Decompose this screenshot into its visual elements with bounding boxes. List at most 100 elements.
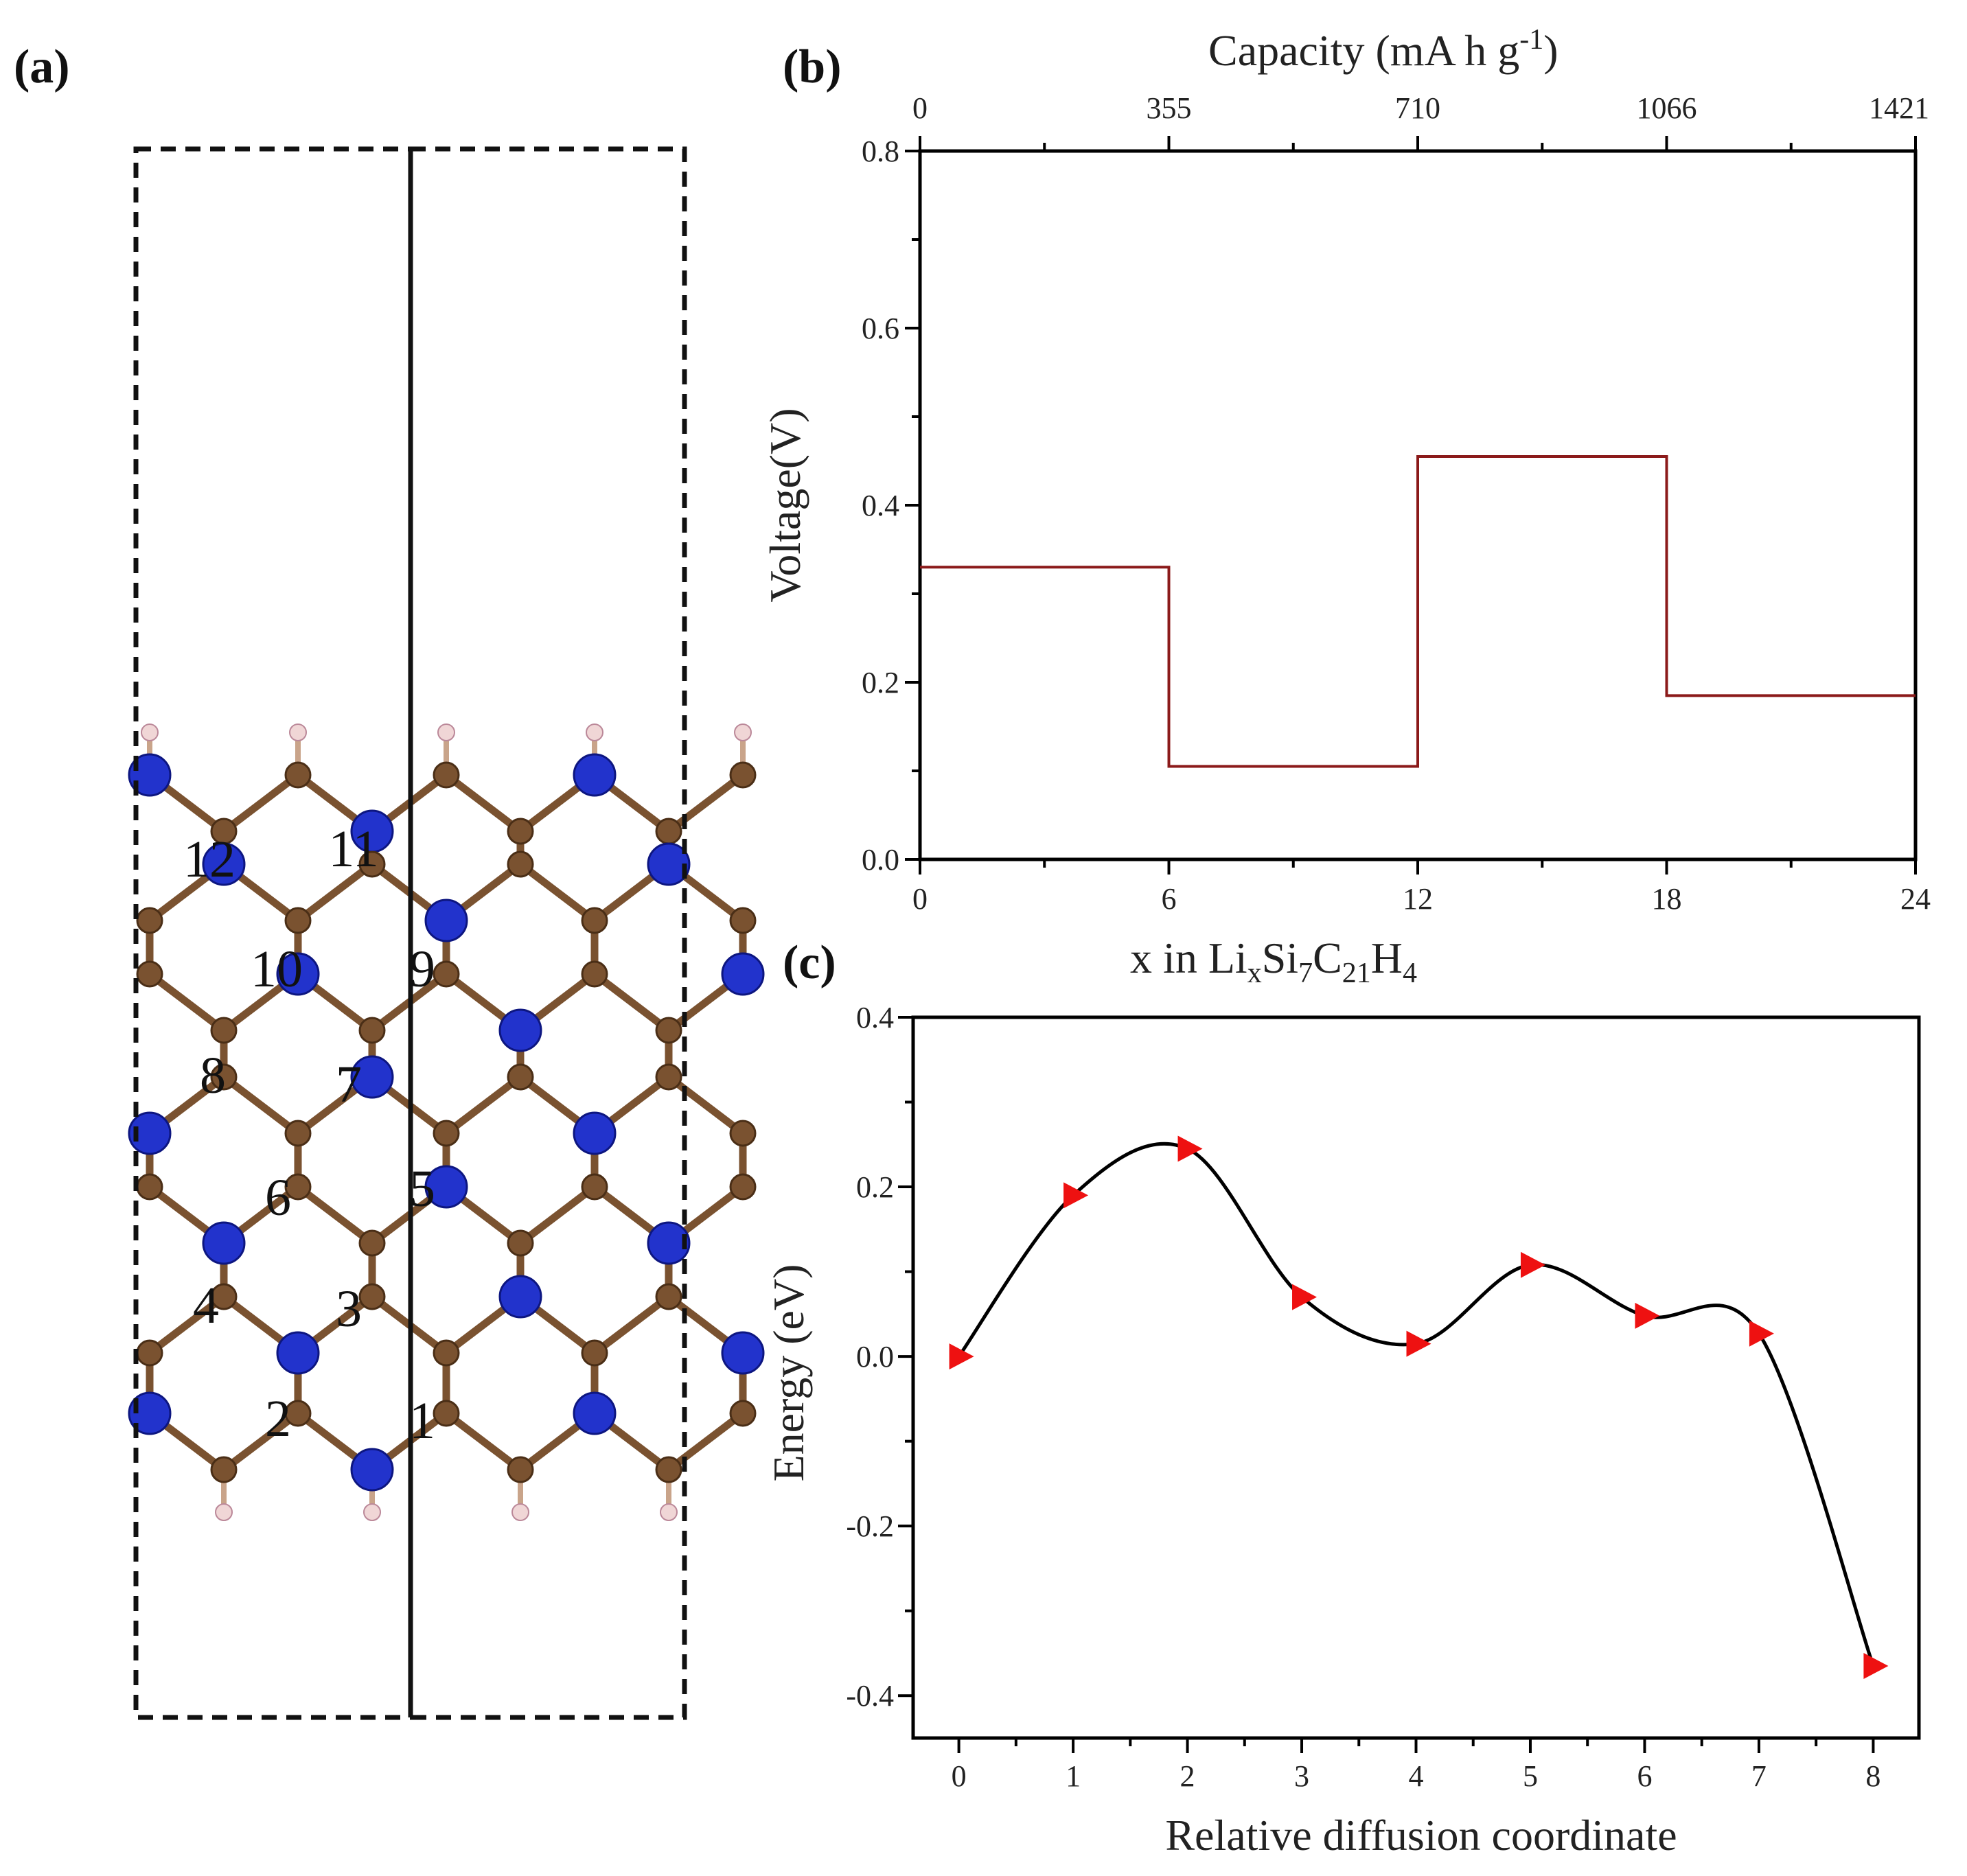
carbon-atom	[729, 1120, 757, 1147]
carbon-atom	[581, 1339, 608, 1367]
voltage-step-line	[920, 455, 1916, 768]
voltage-x-axis-title: x in LixSi7C21H4	[1130, 934, 1417, 989]
carbon-atom	[655, 1283, 682, 1310]
bond	[294, 860, 376, 925]
capacity-tick-label: 710	[1395, 91, 1440, 125]
silicon-atom	[128, 753, 172, 797]
energy-x-axis-title: Relative diffusion coordinate	[1165, 1811, 1677, 1860]
bond	[665, 771, 747, 835]
carbon-atom	[581, 1173, 608, 1201]
voltage-y-tick-label: 0.6	[862, 312, 899, 345]
ring-label-12: 12	[183, 831, 235, 888]
voltage-x-tick-label: 18	[1652, 882, 1682, 916]
silicon-atom	[721, 952, 765, 996]
capacity-tick-label: 0	[912, 91, 928, 125]
energy-y-tick-labels: -0.4 -0.2 0.0 0.2 0.4	[846, 1001, 894, 1713]
energy-marker	[1520, 1251, 1545, 1278]
silicon-atom	[573, 753, 617, 797]
bond	[665, 1409, 747, 1474]
carbon-atom	[284, 907, 312, 934]
bond	[665, 1073, 747, 1137]
energy-markers	[949, 1135, 1889, 1679]
carbon-atom	[284, 1173, 312, 1201]
bond	[442, 1409, 525, 1474]
molecular-structure	[128, 723, 765, 1521]
silicon-atom	[276, 1331, 320, 1375]
energy-marker	[1406, 1330, 1431, 1357]
carbon-atom	[136, 960, 163, 988]
voltage-y-tick-label: 0.4	[862, 489, 899, 522]
energy-y-tick-label: -0.2	[846, 1509, 894, 1543]
capacity-tick-labels: 0 355 710 1066 1421	[912, 91, 1929, 125]
carbon-atom	[358, 1017, 386, 1044]
carbon-atom	[358, 1229, 386, 1257]
hydrogen-atom	[289, 723, 307, 741]
panel-c-label: (c)	[783, 936, 836, 989]
carbon-atom	[284, 761, 312, 789]
carbon-atom	[136, 1339, 163, 1367]
silicon-atom	[128, 1111, 172, 1155]
hydrogen-atom	[215, 1503, 233, 1521]
voltage-y-axis-title: Voltage(V)	[761, 408, 809, 602]
ring-label-10: 10	[251, 940, 303, 998]
ring-label-2: 2	[265, 1390, 291, 1448]
carbon-atom	[210, 1456, 238, 1483]
silicon-atom	[498, 1008, 542, 1052]
ring-label-7: 7	[336, 1056, 362, 1113]
carbon-atom	[507, 1063, 534, 1091]
carbon-atom	[284, 1120, 312, 1147]
carbon-atom	[433, 1339, 460, 1367]
energy-marker	[1863, 1653, 1889, 1679]
carbon-atom	[507, 850, 534, 878]
ring-label-1: 1	[409, 1392, 435, 1450]
hydrogen-atom	[734, 723, 752, 741]
bond	[590, 1293, 673, 1357]
voltage-y-tick-labels: 0.0 0.2 0.4 0.6 0.8	[862, 135, 899, 877]
energy-x-tick-label: 5	[1523, 1759, 1538, 1793]
energy-y-tick-label: 0.2	[856, 1170, 894, 1204]
bond	[146, 1293, 228, 1357]
energy-x-tick-label: 4	[1409, 1759, 1424, 1793]
hydrogen-atom	[437, 723, 455, 741]
energy-marker	[1749, 1320, 1774, 1347]
carbon-atom	[507, 1456, 534, 1483]
carbon-atom	[729, 1173, 757, 1201]
energy-y-tick-label: 0.4	[856, 1001, 894, 1034]
carbon-atom	[433, 960, 460, 988]
energy-x-tick-label: 6	[1637, 1759, 1652, 1793]
carbon-atom	[433, 1120, 460, 1147]
energy-chart: 0 1 2 3 4 5 6 7 8 -0.4 -0.2 0.0 0.2 0.4 …	[764, 1001, 1921, 1860]
carbon-atom	[136, 907, 163, 934]
carbon-atom	[729, 907, 757, 934]
carbon-atom	[358, 850, 386, 878]
silicon-atom	[647, 1221, 691, 1265]
ring-label-5: 5	[409, 1160, 435, 1218]
unit-cell-left	[133, 146, 413, 1720]
unit-cell-outline	[133, 146, 687, 1720]
capacity-tick-label: 1066	[1637, 91, 1697, 125]
panel-b-label: (b)	[783, 40, 842, 93]
silicon-atom	[276, 952, 320, 996]
silicon-atom	[202, 1221, 246, 1265]
carbon-atom	[210, 1017, 238, 1044]
bond	[442, 1073, 525, 1137]
bond	[220, 1073, 302, 1137]
voltage-y-tick-label: 0.2	[862, 666, 899, 699]
silicon-atom	[424, 899, 468, 942]
energy-x-tick-labels: 0 1 2 3 4 5 6 7 8	[952, 1759, 1881, 1793]
energy-x-tick-label: 0	[952, 1759, 967, 1793]
ring-labels: 1 2 3 4 5 6 7 8 9 10 11 12	[183, 820, 435, 1450]
carbon-atom	[655, 1017, 682, 1044]
energy-marker	[1635, 1302, 1660, 1329]
ring-label-6: 6	[265, 1169, 291, 1227]
bond	[294, 1183, 376, 1247]
hydrogen-atom	[511, 1503, 529, 1521]
carbon-atom	[655, 1063, 682, 1091]
energy-marker	[1063, 1182, 1089, 1209]
energy-y-axis-title: Energy (eV)	[764, 1264, 813, 1482]
silicon-atom	[350, 1448, 394, 1492]
energy-marker	[1292, 1284, 1318, 1310]
carbon-atom	[507, 1229, 534, 1257]
silicon-atom	[647, 842, 691, 886]
energy-y-tick-label: -0.4	[846, 1679, 894, 1713]
